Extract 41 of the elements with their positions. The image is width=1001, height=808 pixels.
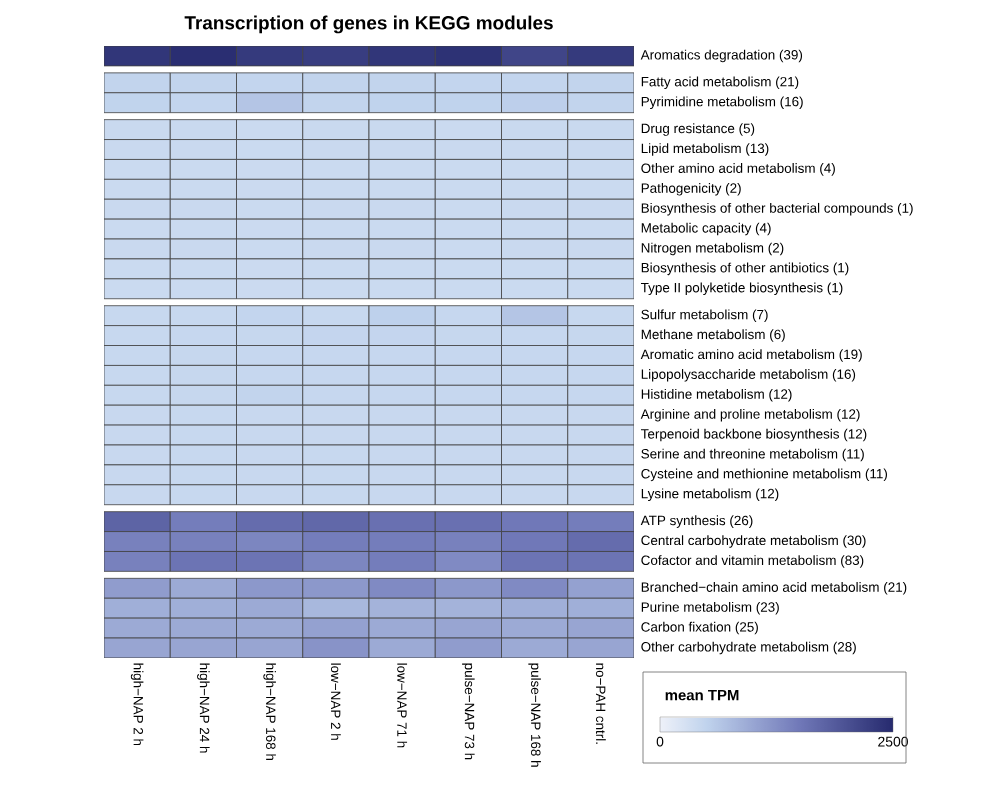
x-tick-label: low−NAP 71 h [397, 663, 408, 748]
y-tick-label: Branched−chain amino acid metabolism (21) [641, 582, 907, 595]
y-tick-label: Aromatics degradation (39) [640, 49, 803, 63]
y-tick-label: Fatty acid metabolism (21) [641, 76, 799, 90]
y-tick-label: Lipid metabolism (13) [641, 143, 769, 156]
y-tick-label: Aromatic amino acid metabolism (19) [640, 349, 862, 362]
y-tick-label: Drug resistance (5) [641, 123, 755, 136]
y-tick-label: Methane metabolism (6) [641, 329, 785, 342]
x-tick-label: pulse−NAP 73 h [462, 663, 475, 760]
y-tick-label: Other amino acid metabolism (4) [641, 163, 835, 176]
y-tick-label: Pyrimidine metabolism (16) [641, 96, 803, 109]
y-tick-label: Lipopolysaccharide metabolism (16) [641, 369, 856, 382]
y-tick-label: Lysine metabolism (12) [641, 488, 779, 502]
y-tick-label: Serine and threonine metabolism (11) [641, 448, 864, 462]
y-tick-label: Cofactor and vitamin metabolism (83) [641, 555, 864, 568]
x-tick-label: low−NAP 2 h [330, 663, 341, 740]
y-tick-label: Type II polyketide biosynthesis (1) [640, 282, 843, 296]
x-tick-label: high−NAP 2 h [130, 663, 144, 746]
color-bar-title: mean TPM [665, 689, 739, 701]
y-tick-label: Biosynthesis of other bacterial compounds (1) [641, 202, 913, 216]
y-tick-label: Metabolic capacity (4) [641, 222, 771, 236]
y-tick-label: Biosynthesis of other antibiotics (1) [641, 262, 849, 276]
y-tick-label: Terpenoid backbone biosynthesis (12) [640, 428, 867, 442]
y-tick-label: ATP synthesis (26) [640, 515, 753, 528]
x-tick-label: pulse−NAP 168 h [528, 663, 541, 767]
y-tick-label: Other carbohydrate metabolism (28) [641, 641, 856, 655]
y-tick-label: Sulfur metabolism (7) [641, 309, 768, 322]
y-tick-label: Central carbohydrate metabolism (30) [641, 535, 866, 548]
y-tick-label: Nitrogen metabolism (2) [641, 242, 784, 256]
color-bar-label: 2500 [878, 736, 908, 747]
chart-title: Transcription of genes in KEGG modules [184, 15, 553, 34]
y-tick-label: Carbon fixation (25) [641, 621, 758, 635]
y-tick-label: Histidine metabolism (12) [641, 388, 792, 402]
y-tick-label: Purine metabolism (23) [641, 601, 779, 615]
x-tick-label: high−NAP 24 h [197, 663, 210, 753]
color-bar-label: 0 [656, 736, 664, 747]
y-tick-label: Arginine and proline metabolism (12) [640, 408, 860, 422]
x-tick-label: no−PAH cntrl. [595, 663, 606, 744]
x-tick-label: high−NAP 168 h [263, 663, 276, 761]
y-tick-label: Cysteine and methionine metabolism (11) [641, 468, 888, 482]
y-tick-label: Pathogenicity (2) [641, 183, 741, 196]
